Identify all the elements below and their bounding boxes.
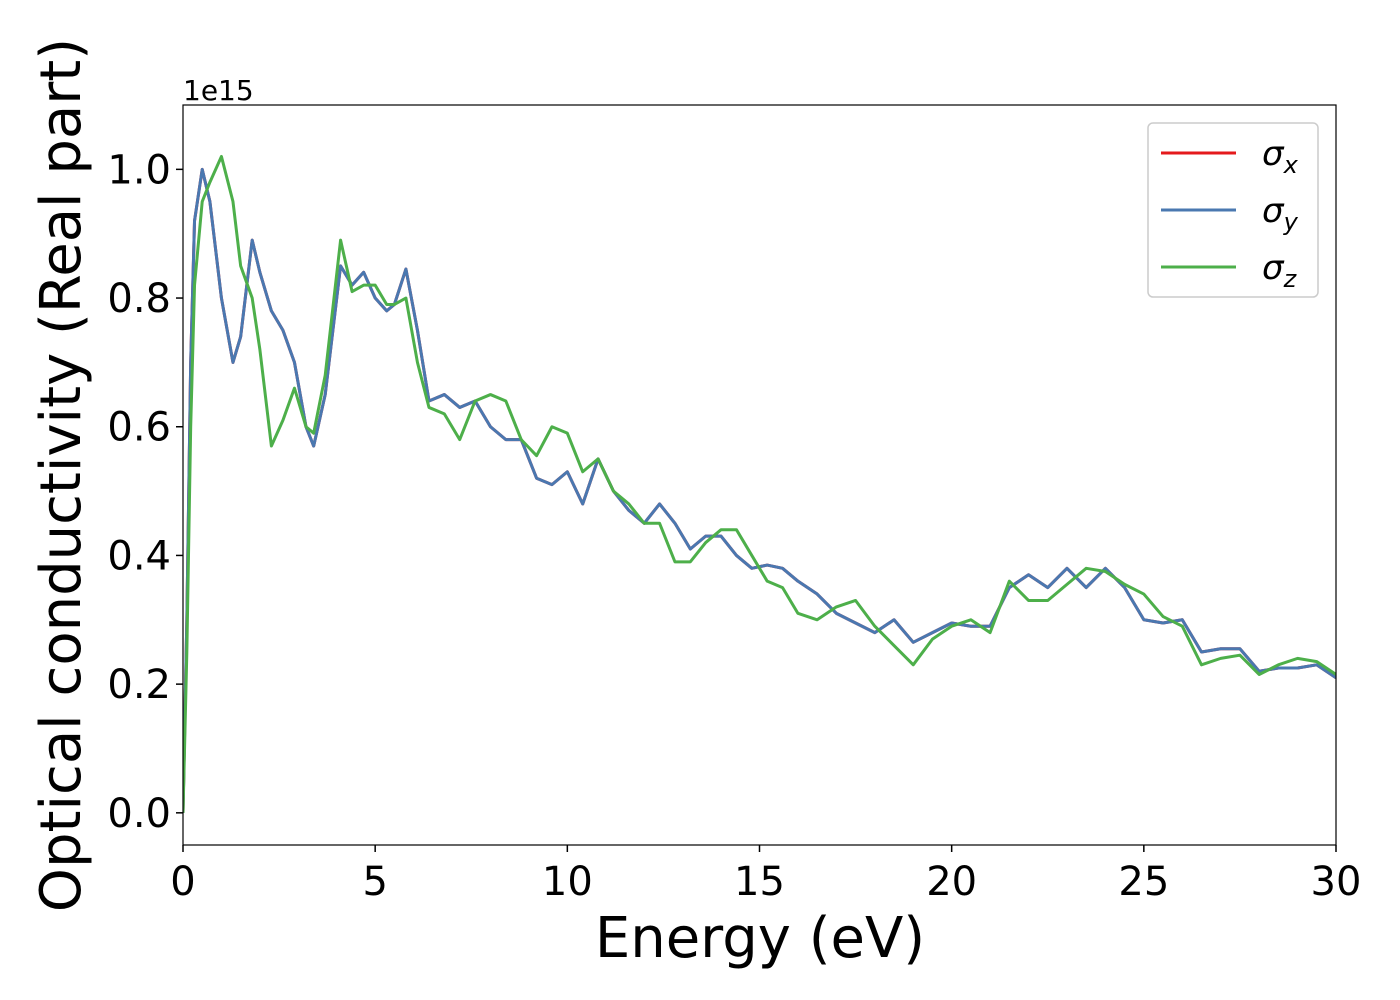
x-tick-label: 15 [734, 859, 785, 905]
y-tick-label: 0.4 [107, 533, 171, 579]
plot-frame [182, 104, 1337, 846]
y-offset-label: 1e15 [183, 74, 254, 107]
x-tick-label: 30 [1311, 859, 1362, 905]
x-tick-label: 0 [170, 859, 195, 905]
x-axis-label: Energy (eV) [595, 906, 925, 971]
y-tick-label: 0.0 [107, 791, 171, 837]
x-tick-label: 25 [1118, 859, 1169, 905]
legend-label: σz [1262, 248, 1298, 293]
series-line [183, 154, 1336, 813]
y-tick-label: 0.8 [107, 276, 171, 322]
x-tick-label: 5 [362, 859, 387, 905]
legend-label: σx [1262, 134, 1299, 179]
y-tick-label: 0.2 [107, 662, 171, 708]
y-axis-label: Optical conductivity (Real part) [29, 38, 94, 912]
legend-label: σy [1262, 191, 1299, 236]
x-tick-label: 10 [542, 859, 593, 905]
y-tick-label: 1.0 [107, 147, 171, 193]
series-line [183, 167, 1336, 813]
x-tick-label: 20 [926, 859, 977, 905]
y-tick-label: 0.6 [107, 405, 171, 451]
